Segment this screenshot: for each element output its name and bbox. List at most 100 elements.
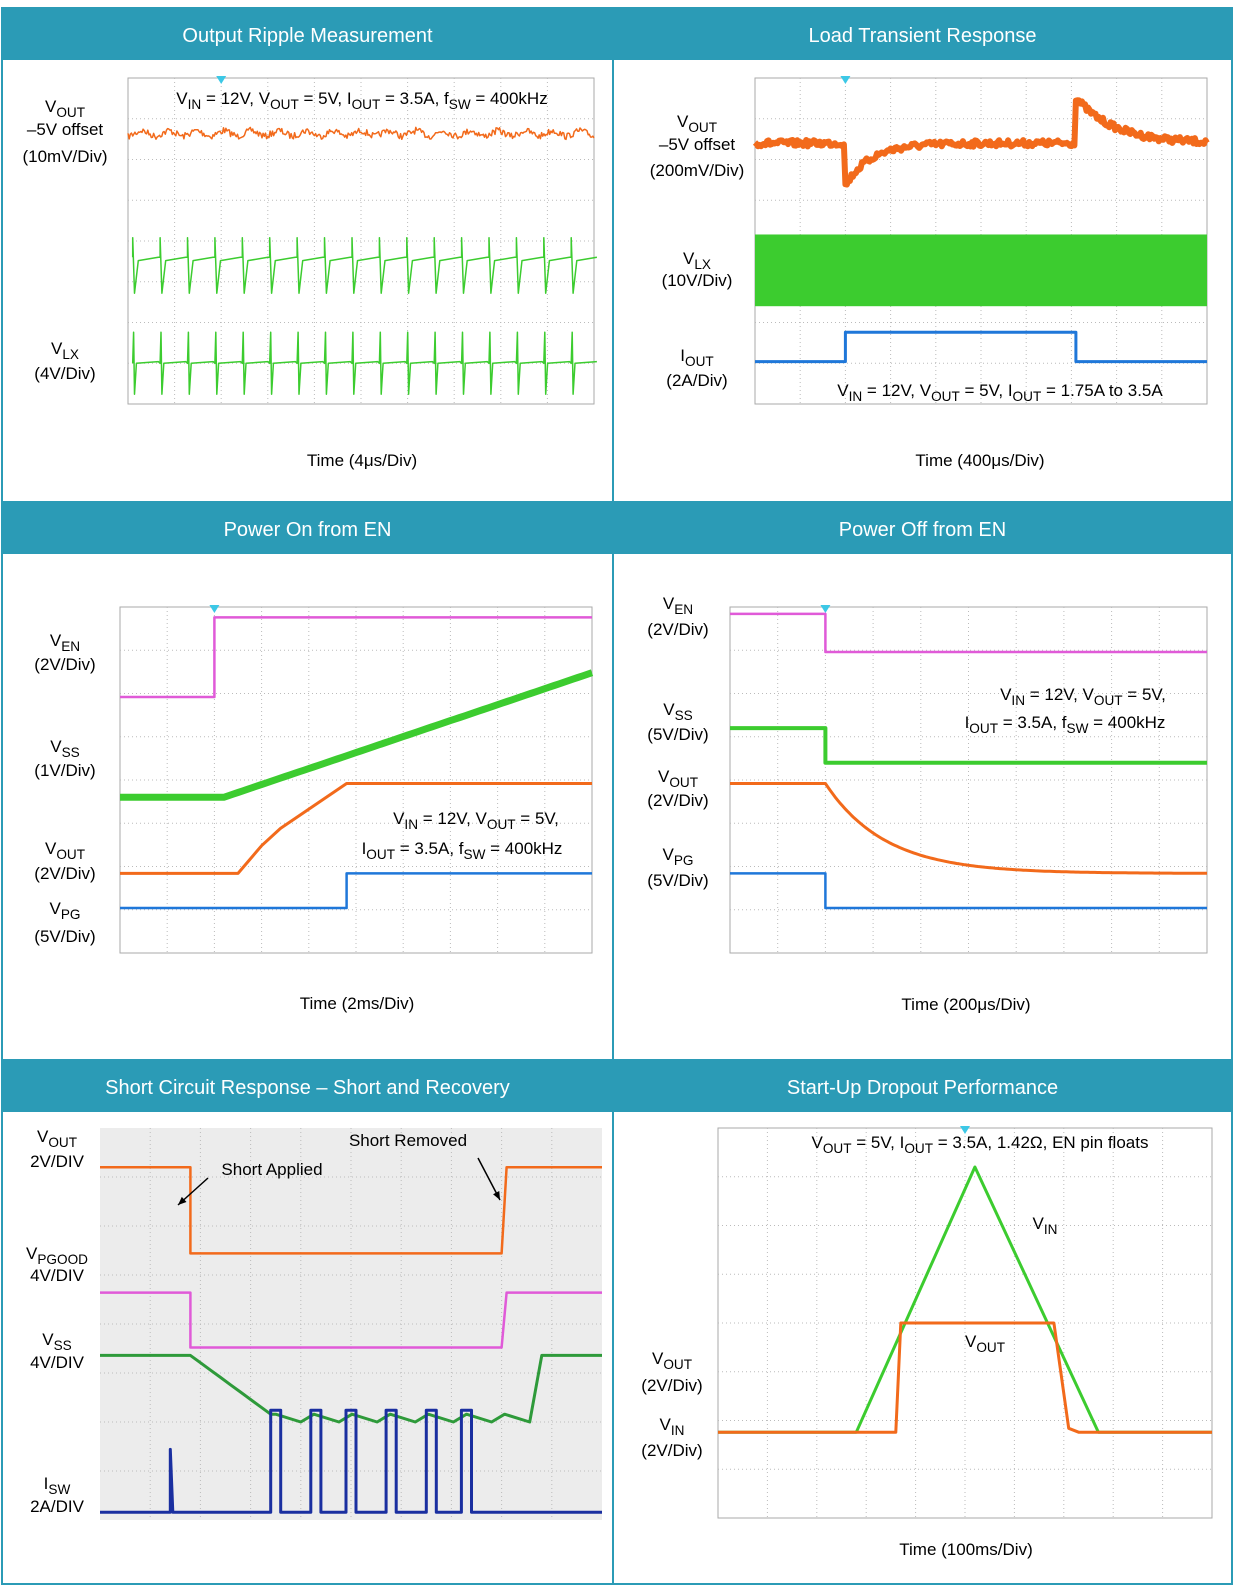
text-part: = 12V, V xyxy=(862,381,932,400)
subscript: OUT xyxy=(904,1141,933,1156)
subscript: EN xyxy=(674,602,693,617)
text-part: = 5V, xyxy=(516,809,559,828)
text-part: = 3.5A, f xyxy=(395,839,464,858)
text-part: (2V/Div) xyxy=(641,1376,702,1395)
text-part: V xyxy=(42,1330,54,1349)
subscript: PGOOD xyxy=(37,1252,88,1267)
subscript: IN xyxy=(671,1423,685,1438)
subscript: SS xyxy=(54,1338,72,1353)
time-axis-label: Time (200μs/Div) xyxy=(901,995,1030,1014)
subscript: OUT xyxy=(688,120,717,135)
subscript: OUT xyxy=(976,1340,1005,1355)
text-part: 4V/DIV xyxy=(30,1353,85,1372)
subscript: OUT xyxy=(931,389,960,404)
caption-text: (1V/Div) xyxy=(34,761,95,780)
subscript: SS xyxy=(675,708,693,723)
text-part: 2V/DIV xyxy=(30,1152,85,1171)
text-part: = 12V, V xyxy=(201,89,271,108)
text-part: (4V/Div) xyxy=(34,364,95,383)
subscript: OUT xyxy=(823,1141,852,1156)
subscript: IN xyxy=(404,817,418,832)
text-part: V xyxy=(50,737,62,756)
text-part: = 12V, V xyxy=(418,809,488,828)
text-part: = 400kHz xyxy=(1088,713,1165,732)
subscript: OUT xyxy=(487,817,516,832)
caption-text: (10V/Div) xyxy=(662,271,733,290)
text-part: (2V/Div) xyxy=(34,655,95,674)
text-part: (2V/Div) xyxy=(641,1441,702,1460)
subscript: SS xyxy=(62,745,80,760)
text-part: = 5V, I xyxy=(299,89,352,108)
text-part: = 3.5A, f xyxy=(998,713,1067,732)
text-part: V xyxy=(658,767,670,786)
caption-text: 2A/DIV xyxy=(30,1497,85,1516)
caption-text: 4V/DIV xyxy=(30,1353,85,1372)
text-part: (5V/Div) xyxy=(647,871,708,890)
caption-text: 4V/DIV xyxy=(30,1266,85,1285)
subscript: SW xyxy=(449,97,471,112)
subscript: OUT xyxy=(56,105,85,120)
text-part: V xyxy=(663,594,675,613)
caption-text: (5V/Div) xyxy=(34,927,95,946)
subscript: PG xyxy=(674,853,694,868)
time-axis-label: Time (4μs/Div) xyxy=(307,451,417,470)
subscript: IN xyxy=(849,389,863,404)
text-part: V xyxy=(26,1244,38,1263)
text-part: Short Removed xyxy=(349,1131,467,1150)
text-part: –5V offset xyxy=(659,135,736,154)
text-part: V xyxy=(50,631,62,650)
text-part: V xyxy=(663,700,675,719)
subscript: PG xyxy=(61,907,81,922)
text-part: = 5V, I xyxy=(852,1133,905,1152)
text-part: = 400kHz xyxy=(471,89,548,108)
caption-text: –5V offset xyxy=(659,135,736,154)
text-part: (2V/Div) xyxy=(647,791,708,810)
text-part: V xyxy=(663,845,675,864)
text-part: = 1.75A to 3.5A xyxy=(1041,381,1163,400)
time-axis-label: Time (100ms/Div) xyxy=(899,1540,1033,1559)
text-part: = 3.5A, f xyxy=(380,89,449,108)
subscript: OUT xyxy=(669,775,698,790)
text-part: V xyxy=(812,1133,824,1152)
time-axis-label: Time (2ms/Div) xyxy=(300,994,415,1013)
caption-text: (2V/Div) xyxy=(641,1376,702,1395)
panel-title: Start-Up Dropout Performance xyxy=(787,1077,1058,1099)
panel-title: Power On from EN xyxy=(224,519,392,541)
caption-text: 2V/DIV xyxy=(30,1152,85,1171)
text-part: = 12V, V xyxy=(1025,685,1095,704)
caption-text: (5V/Div) xyxy=(647,725,708,744)
text-part: Short Applied xyxy=(221,1160,322,1179)
text-part: (5V/Div) xyxy=(34,927,95,946)
caption-text: (2V/Div) xyxy=(647,791,708,810)
subscript: OUT xyxy=(969,721,998,736)
text-part: (2V/Div) xyxy=(34,864,95,883)
subscript: OUT xyxy=(270,97,299,112)
text-part: = 3.5A, 1.42Ω, EN pin floats xyxy=(933,1133,1148,1152)
subscript: OUT xyxy=(685,354,714,369)
panel-title: Short Circuit Response – Short and Recov… xyxy=(105,1077,510,1099)
subscript: OUT xyxy=(352,97,381,112)
subscript: OUT xyxy=(1013,389,1042,404)
text-part: (1V/Div) xyxy=(34,761,95,780)
text-part: V xyxy=(50,899,62,918)
time-axis-label: Time (400μs/Div) xyxy=(915,451,1044,470)
subscript: OUT xyxy=(1094,693,1123,708)
text-part: –5V offset xyxy=(27,120,104,139)
caption-text: (10mV/Div) xyxy=(22,147,107,166)
caption-text: (2V/Div) xyxy=(647,620,708,639)
caption-text: (2A/Div) xyxy=(666,371,727,390)
text-part: V xyxy=(51,339,63,358)
text-part: V xyxy=(837,381,849,400)
text-part: (200mV/Div) xyxy=(650,161,744,180)
subscript: EN xyxy=(61,639,80,654)
text-part: 4V/DIV xyxy=(30,1266,85,1285)
text-part: V xyxy=(37,1127,49,1146)
text-part: V xyxy=(45,839,57,858)
subscript: SW xyxy=(48,1482,70,1497)
subscript: SW xyxy=(464,847,486,862)
subscript: LX xyxy=(62,347,79,362)
subscript: SW xyxy=(1067,721,1089,736)
text-part: V xyxy=(1000,685,1012,704)
text-part: V xyxy=(965,1332,977,1351)
text-part: (5V/Div) xyxy=(647,725,708,744)
